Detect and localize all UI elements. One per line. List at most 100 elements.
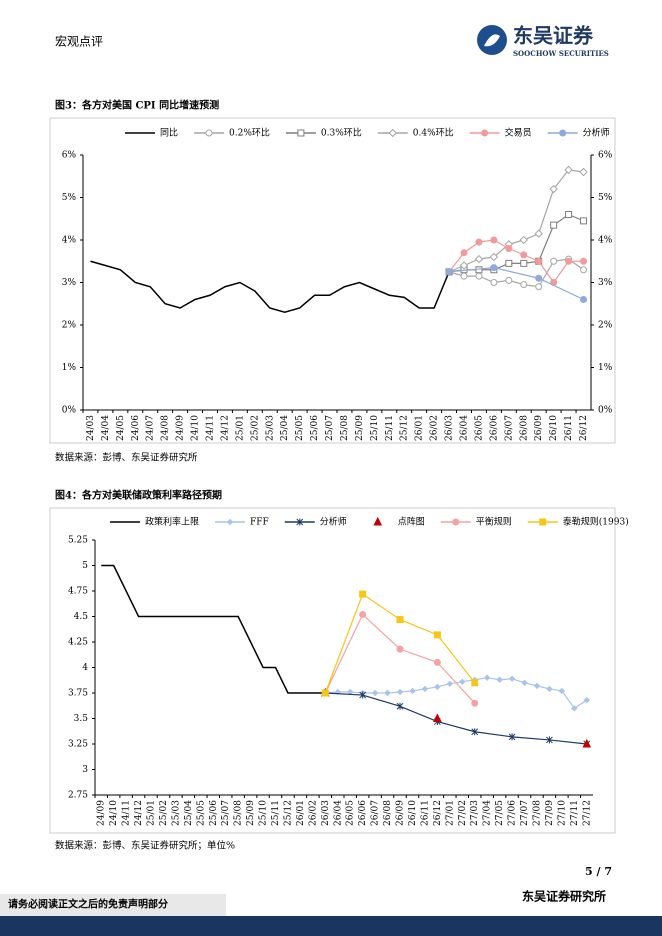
- y-tick-label: 1%: [62, 363, 77, 373]
- point: [421, 685, 429, 693]
- series-line: [448, 258, 584, 288]
- series-line: [449, 267, 584, 301]
- x-tick-label: 25/10: [370, 415, 380, 441]
- source: 数据来源：彭博、东吴证券研究所: [55, 452, 198, 464]
- y-tick-label: 2.75: [68, 791, 88, 801]
- x-tick-label: 26/09: [396, 800, 406, 826]
- x-tick-label: 25/02: [159, 800, 169, 826]
- series-line: [90, 260, 450, 314]
- x-tick-label: 26/12: [433, 800, 443, 826]
- x-tick-label: 26/03: [321, 800, 331, 826]
- x-tick-label: 25/12: [400, 415, 410, 441]
- x-tick-label: 27/09: [545, 800, 555, 826]
- y-tick-label: 4.5: [74, 612, 89, 622]
- y-tick-label: 3.5: [74, 714, 89, 724]
- x-tick-label: 27/12: [582, 800, 592, 826]
- point: [396, 688, 404, 696]
- legend-marker: [539, 518, 547, 526]
- x-tick-label: 25/06: [209, 800, 219, 826]
- legend-marker: [373, 516, 383, 526]
- point: [483, 674, 491, 681]
- point: [535, 257, 543, 265]
- y2-tick-label: 3%: [598, 278, 613, 288]
- frame: [49, 507, 616, 834]
- disclaimer-box: [0, 894, 226, 916]
- legend-label: 分析师: [583, 127, 610, 139]
- y-tick-label: 5.25: [68, 536, 88, 546]
- legend-marker: [297, 129, 305, 137]
- section: 宏观点评: [55, 34, 103, 49]
- point: [474, 254, 484, 264]
- series-line: [448, 239, 584, 284]
- y-tick-label: 3.25: [68, 740, 88, 750]
- x-tick-label: 25/05: [196, 800, 206, 826]
- point: [508, 675, 516, 682]
- y2-tick-label: 1%: [598, 363, 613, 373]
- point: [580, 257, 588, 265]
- y-tick-label: 3%: [62, 278, 77, 288]
- point: [580, 266, 588, 274]
- point: [534, 229, 543, 238]
- point: [489, 252, 499, 262]
- x-tick-label: 25/06: [310, 415, 320, 441]
- point: [582, 738, 592, 748]
- y2-tick-label: 4%: [598, 236, 613, 246]
- point: [446, 680, 454, 688]
- page-number: 5 / 7: [585, 865, 612, 878]
- x-tick-label: 24/11: [206, 415, 216, 441]
- point: [546, 736, 553, 744]
- point: [433, 658, 441, 666]
- y-tick-label: 4.75: [68, 587, 88, 597]
- series-line: [101, 564, 326, 694]
- x-tick-label: 25/09: [246, 800, 256, 826]
- logo: [477, 25, 507, 55]
- x-tick-label: 25/08: [234, 800, 244, 826]
- point: [475, 238, 483, 246]
- point: [396, 702, 404, 710]
- point: [460, 249, 468, 257]
- x-tick-label: 25/03: [171, 800, 181, 826]
- point: [533, 682, 541, 690]
- brand-en: SOOCHOW SECURITIES: [513, 49, 609, 58]
- legend-label: 0.3%环比: [321, 127, 362, 139]
- point: [505, 245, 513, 252]
- y-tick-label: 6%: [62, 151, 77, 161]
- y2-tick-label: 2%: [598, 321, 613, 331]
- point: [549, 184, 558, 194]
- brand: 东吴证券: [513, 24, 594, 48]
- point: [508, 733, 516, 741]
- x-tick-label: 24/10: [191, 415, 201, 441]
- x-tick-label: 26/03: [445, 415, 455, 441]
- x-tick-label: 25/07: [325, 415, 335, 441]
- point: [433, 631, 441, 639]
- point: [471, 728, 479, 736]
- point: [583, 696, 590, 704]
- y-tick-label: 0%: [62, 406, 77, 416]
- x-tick-label: 25/09: [355, 415, 365, 441]
- x-tick-label: 25/04: [184, 800, 194, 826]
- x-tick-label: 25/01: [235, 415, 245, 441]
- legend-marker: [388, 128, 397, 138]
- point: [490, 279, 498, 286]
- x-tick-label: 24/09: [176, 415, 186, 441]
- y-tick-label: 4: [82, 663, 88, 673]
- point: [520, 251, 528, 259]
- x-tick-label: 24/07: [146, 415, 156, 441]
- disclaimer: 请务必阅读正文之后的免责声明部分: [8, 898, 168, 911]
- point: [550, 257, 558, 265]
- x-tick-label: 25/11: [271, 800, 281, 826]
- x-tick-label: 25/08: [340, 415, 350, 441]
- point: [490, 264, 498, 272]
- point: [535, 283, 543, 291]
- point: [535, 274, 543, 282]
- point: [558, 687, 566, 695]
- x-tick-label: 26/02: [430, 415, 440, 441]
- x-tick-label: 26/07: [371, 800, 381, 826]
- legend-label: 点阵图: [398, 516, 425, 528]
- legend-marker: [559, 129, 567, 137]
- x-tick-label: 24/12: [220, 415, 230, 441]
- point: [471, 699, 479, 707]
- point: [550, 221, 558, 229]
- point: [519, 235, 528, 245]
- y-tick-label: 5: [82, 561, 88, 571]
